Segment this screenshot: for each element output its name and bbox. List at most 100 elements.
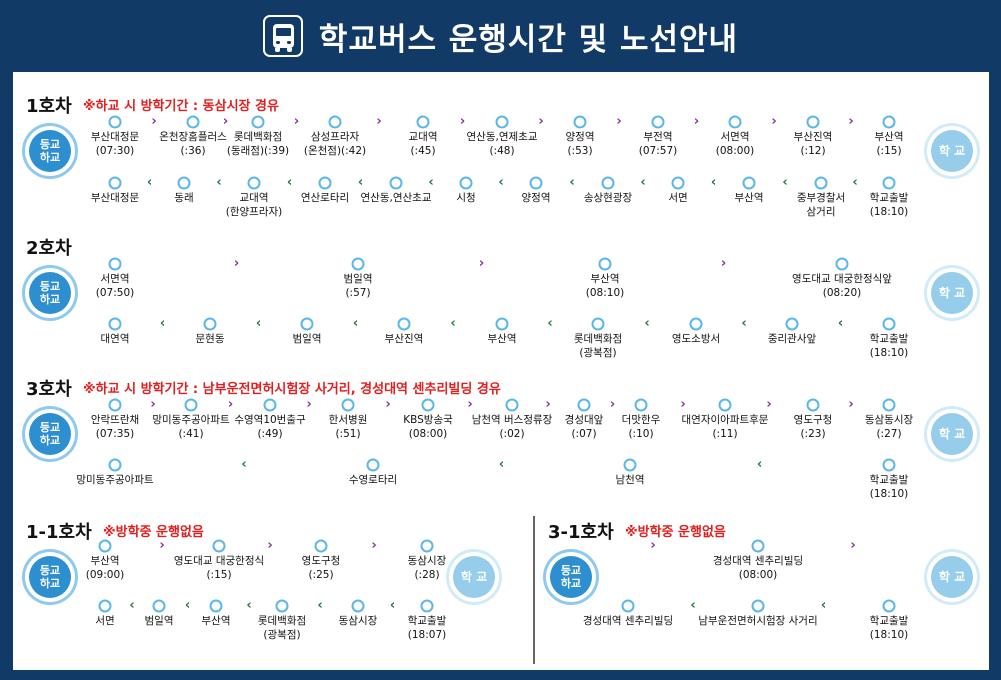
arrow-right-icon: › — [233, 255, 240, 271]
route-panel: 1호차 ※하교 시 방학기간 : 동삼시장 경유 등교 하교 학 교 부산대정문 (07:… — [13, 72, 989, 670]
stop-label: 부산진역 — [384, 333, 424, 345]
stop-label: 교대역 (:45) — [408, 131, 438, 157]
arrow-left-icon: ‹ — [216, 174, 222, 190]
stop-dot — [275, 599, 289, 613]
arrow-left-icon: ‹ — [852, 174, 858, 190]
arrow-left-icon: ‹ — [644, 315, 650, 331]
stop-label: 부전역 (07:57) — [638, 131, 678, 157]
divider — [533, 516, 535, 664]
stop-dot — [882, 317, 896, 331]
school-hub: 학 교 — [931, 272, 973, 314]
route-name: 3-1호차 — [548, 522, 614, 543]
arrow-right-icon: › — [850, 537, 856, 553]
stop-label: 부산역 (:15) — [874, 131, 904, 157]
hub-start-label: 등교 — [39, 138, 61, 151]
arrow-left-icon: ‹ — [547, 315, 553, 331]
arrow-right-icon: › — [848, 396, 854, 412]
stop-dot — [263, 398, 277, 412]
stop-dot — [835, 257, 849, 271]
arrow-left-icon: ‹ — [246, 597, 252, 613]
stop-label: 대연자이아파트후문 (:11) — [681, 414, 769, 440]
stop-label: 동삼시장 (:28) — [407, 555, 447, 581]
arrow-right-icon: › — [459, 113, 466, 129]
hub-start-label: 등교 — [560, 564, 582, 577]
route-name: 1-1호차 — [26, 522, 92, 543]
arrow-right-icon: › — [771, 113, 777, 129]
arrow-right-icon: › — [538, 113, 544, 129]
arrow-left-icon: ‹ — [690, 597, 696, 613]
arrow-left-icon: ‹ — [255, 315, 262, 331]
stop-label: 범일역 — [144, 615, 174, 627]
route-note: ※방학중 운행없음 — [103, 525, 204, 540]
hub-start-label: 등교 — [39, 564, 61, 577]
route-name: 3호차 — [26, 379, 72, 400]
arrow-left-icon: ‹ — [159, 315, 166, 331]
stop-dot — [882, 458, 896, 472]
stop-dot — [634, 398, 648, 412]
stop-dot — [577, 398, 591, 412]
arrow-left-icon: ‹ — [352, 315, 359, 331]
arrow-left-icon: ‹ — [357, 174, 364, 190]
stop-dot — [416, 115, 430, 129]
stop-dot — [108, 458, 122, 472]
stop-label: 경성대역 센추리빌딩 — [582, 615, 674, 627]
stop-dot — [420, 539, 434, 553]
arrow-right-icon: › — [467, 396, 473, 412]
arrow-left-icon: ‹ — [741, 315, 747, 331]
stop-label: 범일역 — [292, 333, 322, 345]
stop-label: 양정역 — [521, 192, 551, 204]
arrow-left-icon: ‹ — [450, 315, 456, 331]
arrow-right-icon: › — [848, 113, 854, 129]
stop-label: 대연역 — [100, 333, 130, 345]
stop-dot — [247, 176, 261, 190]
stop-dot — [806, 115, 820, 129]
stop-dot — [742, 176, 756, 190]
stop-label: 부산역 (09:00) — [85, 555, 125, 581]
stop-dot — [505, 398, 519, 412]
stop-dot — [152, 599, 166, 613]
arrow-left-icon: ‹ — [498, 456, 505, 472]
school-hub: 학 교 — [931, 556, 973, 598]
stop-label: 연산동,연제초교 (:48) — [466, 131, 538, 157]
stop-label: 온천장홈플러스 (:36) — [159, 131, 227, 157]
hub-return-label: 하교 — [39, 293, 61, 306]
arrow-right-icon: › — [222, 113, 229, 129]
stop-label: 남천역 — [615, 474, 645, 486]
hub-return-label: 하교 — [39, 577, 61, 590]
stop-label: 동래 — [174, 192, 194, 204]
stop-dot — [598, 257, 612, 271]
stop-dot — [718, 398, 732, 412]
stop-label: 양정역 (:53) — [565, 131, 595, 157]
start-hub: 등교 하교 — [29, 272, 71, 314]
hub-return-label: 하교 — [39, 151, 61, 164]
stop-label: 부산역 — [734, 192, 764, 204]
stop-dot — [389, 176, 403, 190]
page-title: 학교버스 운행시간 및 노선안내 — [318, 21, 739, 58]
arrow-left-icon: ‹ — [129, 597, 135, 613]
route-note: ※방학중 운행없음 — [625, 525, 726, 540]
hub-return-label: 하교 — [39, 434, 61, 447]
stop-dot — [212, 539, 226, 553]
stop-label: 교대역 (한양프라자) — [225, 192, 283, 218]
stop-dot — [882, 176, 896, 190]
stop-dot — [814, 176, 828, 190]
stop-label: 영도소방서 — [671, 333, 721, 345]
stop-label: 서면역 (08:00) — [715, 131, 755, 157]
route-name: 1호차 — [26, 96, 72, 117]
stop-label: 삼성프라자 (온천점)(:42) — [303, 131, 367, 157]
stop-dot — [671, 176, 685, 190]
arrow-left-icon: ‹ — [241, 456, 247, 472]
stop-dot — [98, 599, 112, 613]
arrow-right-icon: › — [227, 396, 234, 412]
stop-dot — [186, 115, 200, 129]
stop-dot — [728, 115, 742, 129]
stop-dot — [573, 115, 587, 129]
arrow-right-icon: › — [720, 255, 727, 271]
stop-label: 범일역 (:57) — [343, 273, 373, 299]
start-hub: 등교 하교 — [29, 413, 71, 455]
stop-dot — [420, 599, 434, 613]
stop-label: 연산동,연산초교 — [360, 192, 432, 204]
arrow-right-icon: › — [150, 396, 156, 412]
arrow-right-icon: › — [478, 255, 485, 271]
arrow-left-icon: ‹ — [317, 597, 323, 613]
